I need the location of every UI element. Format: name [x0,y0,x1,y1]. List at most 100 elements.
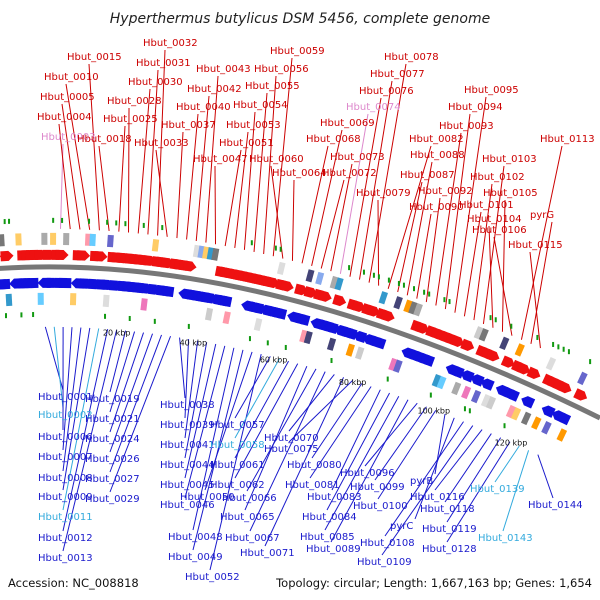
forward-gene-label[interactable]: Hbut_0103 [482,154,537,165]
reverse-gene-label[interactable]: Hbut_0116 [410,492,465,503]
reverse-gene-label[interactable]: Hbut_0057 [210,420,265,431]
reverse-gene-label[interactable]: Hbut_0041 [160,440,215,451]
reverse-gene-label[interactable]: Hbut_0108 [360,538,415,549]
reverse-gene-label[interactable]: Hbut_0006 [38,432,93,443]
forward-gene-label[interactable]: Hbut_0004 [37,112,92,123]
reverse-gene-label[interactable]: Hbut_0011 [38,512,93,523]
reverse-gene-label[interactable]: Hbut_0061 [210,460,265,471]
forward-gene-label[interactable]: Hbut_0010 [44,72,99,83]
forward-gene-label[interactable]: Hbut_0095 [464,85,519,96]
forward-gene-label[interactable]: Hbut_0005 [40,92,95,103]
reverse-gene-label[interactable]: Hbut_0066 [222,493,277,504]
forward-gene-label[interactable]: Hbut_0113 [540,134,595,145]
forward-gene-label[interactable]: Hbut_0043 [196,64,251,75]
reverse-gene-label[interactable]: Hbut_0085 [300,532,355,543]
forward-gene-label[interactable]: Hbut_0105 [483,188,538,199]
reverse-gene-label[interactable]: Hbut_0044 [160,460,215,471]
forward-gene-label[interactable]: Hbut_0059 [270,46,325,57]
reverse-gene-label[interactable]: Hbut_0080 [287,460,342,471]
reverse-gene-label[interactable]: Hbut_0029 [85,494,140,505]
forward-gene-label[interactable]: Hbut_0115 [508,240,563,251]
forward-gene-label[interactable]: Hbut_0055 [245,81,300,92]
reverse-gene-label[interactable]: Hbut_0058 [210,440,265,451]
forward-gene-label[interactable]: Hbut_0073 [330,152,385,163]
reverse-gene-label[interactable]: Hbut_0026 [85,454,140,465]
reverse-gene-label[interactable]: Hbut_0096 [340,468,395,479]
reverse-gene-label[interactable]: Hbut_0027 [85,474,140,485]
reverse-gene-label[interactable]: Hbut_0012 [38,533,93,544]
reverse-gene-label[interactable]: Hbut_0062 [210,480,265,491]
reverse-gene-label[interactable]: Hbut_0100 [353,501,408,512]
reverse-gene-label[interactable]: pyrB [410,476,433,487]
forward-gene-label[interactable]: Hbut_0069 [320,118,375,129]
forward-gene-label[interactable]: Hbut_0003 [41,132,96,143]
reverse-gene-label[interactable]: Hbut_0009 [38,492,93,503]
forward-gene-label[interactable]: Hbut_0064 [272,168,327,179]
forward-gene-label[interactable]: Hbut_0033 [134,138,189,149]
forward-gene-label[interactable]: Hbut_0018 [77,134,132,145]
forward-gene-label[interactable]: Hbut_0056 [254,64,309,75]
forward-gene-label[interactable]: Hbut_0102 [470,172,525,183]
reverse-gene-label[interactable]: Hbut_0139 [470,484,525,495]
reverse-gene-label[interactable]: Hbut_0039 [160,420,215,431]
reverse-gene-label[interactable]: Hbut_0128 [422,544,477,555]
forward-gene-label[interactable]: Hbut_0060 [249,154,304,165]
forward-gene-label[interactable]: Hbut_0025 [103,114,158,125]
reverse-gene-label[interactable]: Hbut_0071 [240,548,295,559]
forward-gene-label[interactable]: Hbut_0068 [306,134,361,145]
reverse-gene-label[interactable]: Hbut_0008 [38,473,93,484]
reverse-gene-label[interactable]: Hbut_0007 [38,452,93,463]
reverse-gene-label[interactable]: Hbut_0084 [302,512,357,523]
reverse-gene-label[interactable]: Hbut_0001 [38,392,93,403]
forward-gene-label[interactable]: Hbut_0106 [472,225,527,236]
reverse-gene-label[interactable]: Hbut_0067 [225,533,280,544]
forward-gene-label[interactable]: Hbut_0087 [400,170,455,181]
forward-gene-label[interactable]: Hbut_0082 [409,134,464,145]
forward-gene-label[interactable]: Hbut_0074 [346,102,401,113]
reverse-gene-label[interactable]: Hbut_0045 [160,480,215,491]
reverse-gene-label[interactable]: Hbut_0002 [38,410,93,421]
reverse-gene-label[interactable]: Hbut_0081 [285,480,340,491]
forward-gene-label[interactable]: Hbut_0094 [448,102,503,113]
forward-gene-label[interactable]: Hbut_0053 [226,120,281,131]
reverse-gene-label[interactable]: Hbut_0119 [422,524,477,535]
forward-gene-label[interactable]: Hbut_0047 [193,154,248,165]
forward-gene-label[interactable]: Hbut_0088 [410,150,465,161]
forward-gene-label[interactable]: Hbut_0093 [439,121,494,132]
reverse-gene-label[interactable]: Hbut_0038 [160,400,215,411]
forward-gene-label[interactable]: Hbut_0104 [467,214,522,225]
forward-gene-label[interactable]: Hbut_0054 [233,100,288,111]
forward-gene-label[interactable]: pyrG [530,210,554,221]
reverse-gene-label[interactable]: pyrC [390,521,413,532]
reverse-gene-label[interactable]: Hbut_0099 [350,482,405,493]
reverse-gene-label[interactable]: Hbut_0083 [307,492,362,503]
reverse-gene-label[interactable]: Hbut_0019 [85,394,140,405]
reverse-gene-label[interactable]: Hbut_0052 [185,572,240,583]
reverse-gene-label[interactable]: Hbut_0024 [85,434,140,445]
forward-gene-label[interactable]: Hbut_0076 [359,86,414,97]
reverse-gene-label[interactable]: Hbut_0049 [168,552,223,563]
reverse-gene-label[interactable]: Hbut_0048 [168,532,223,543]
forward-gene-label[interactable]: Hbut_0037 [161,120,216,131]
forward-gene-label[interactable]: Hbut_0028 [107,96,162,107]
gene-labels[interactable]: Hbut_0003 Hbut_0004 Hbut_0005 Hbut_0010 Hbut… [37,38,595,583]
forward-gene-label[interactable]: Hbut_0031 [136,58,191,69]
reverse-gene-label[interactable]: Hbut_0075 [264,444,319,455]
forward-gene-label[interactable]: Hbut_0092 [418,186,473,197]
reverse-gene-label[interactable]: Hbut_0144 [528,500,583,511]
reverse-gene-label[interactable]: Hbut_0046 [160,500,215,511]
reverse-gene-label[interactable]: Hbut_0050 [180,492,235,503]
reverse-gene-label[interactable]: Hbut_0070 [264,433,319,444]
reverse-gene-label[interactable]: Hbut_0065 [220,512,275,523]
reverse-gene-label[interactable]: Hbut_0143 [478,533,533,544]
forward-gene-label[interactable]: Hbut_0040 [176,102,231,113]
reverse-gene-label[interactable]: Hbut_0013 [38,553,93,564]
forward-gene-label[interactable]: Hbut_0042 [187,84,242,95]
reverse-gene-label[interactable]: Hbut_0109 [357,557,412,568]
reverse-gene-label[interactable]: Hbut_0089 [306,544,361,555]
forward-gene-label[interactable]: Hbut_0078 [384,52,439,63]
forward-gene-label[interactable]: Hbut_0090 [409,202,464,213]
forward-gene-label[interactable]: Hbut_0030 [128,77,183,88]
forward-gene-label[interactable]: Hbut_0079 [356,188,411,199]
forward-gene-label[interactable]: Hbut_0051 [219,138,274,149]
